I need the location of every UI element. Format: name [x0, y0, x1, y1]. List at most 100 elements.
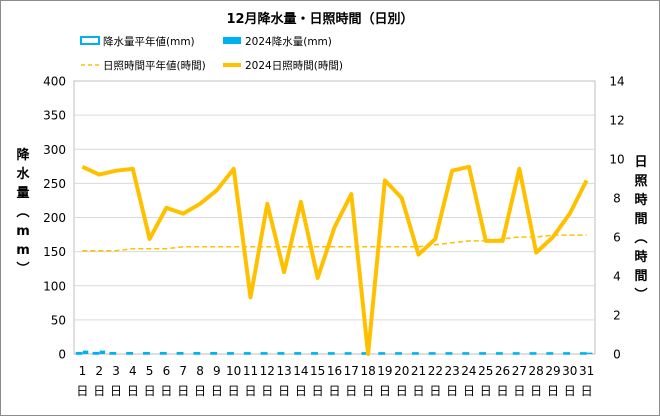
sunshine-2024-line — [81, 164, 589, 356]
x-tick-label: 31 — [579, 364, 594, 378]
x-tick-label: 10 — [226, 364, 241, 378]
precip-normal-bar — [344, 352, 352, 355]
x-tick-suffix: 日 — [144, 384, 156, 398]
x-tick-suffix: 日 — [228, 384, 240, 398]
precip-normal-bar — [529, 352, 537, 355]
x-tick-label: 29 — [545, 364, 560, 378]
precip-normal-bar — [277, 352, 285, 355]
x-tick-suffix: 日 — [379, 384, 391, 398]
right-axis-ticks: 0 2 4 6 8 10 12 14 — [609, 75, 624, 362]
x-tick-suffix: 日 — [177, 384, 189, 398]
precip-normal-bar — [546, 352, 554, 355]
precip-normal-bar — [159, 352, 167, 355]
x-tick-suffix: 日 — [93, 384, 105, 398]
precip-2024-bar — [99, 350, 106, 354]
axis-label-glyph: 時 — [634, 192, 647, 208]
sunshine-normal-line — [82, 234, 587, 252]
precip-normal-bar — [428, 352, 436, 355]
chart-title: 12月降水量・日照時間（日別） — [226, 11, 413, 27]
x-tick-suffix: 日 — [110, 384, 122, 398]
precip-normal-bar — [109, 352, 117, 355]
x-tick-label: 30 — [562, 364, 577, 378]
x-tick-suffix: 日 — [446, 384, 458, 398]
x-tick-label: 13 — [276, 364, 291, 378]
right-tick-label: 14 — [609, 75, 624, 89]
precip-2024-bar — [587, 352, 593, 354]
left-tick-label: 150 — [43, 245, 66, 259]
sunshine-lines — [81, 164, 589, 356]
precip-normal-bar — [210, 352, 218, 355]
x-tick-suffix: 日 — [278, 384, 290, 398]
legend: 降水量平年値(mm) 2024降水量(mm) 日照時間平年値(時間) 2024日… — [80, 35, 343, 72]
x-tick-label: 20 — [394, 364, 409, 378]
x-tick-label: 1 — [79, 364, 87, 378]
left-axis-label: 降水量 ︵ mm ︶ — [15, 147, 30, 277]
x-tick-label: 4 — [129, 364, 137, 378]
legend-label-2024-precip: 2024降水量(mm) — [245, 35, 332, 48]
x-tick-suffix: 日 — [396, 384, 408, 398]
x-tick-suffix: 日 — [530, 384, 542, 398]
left-tick-label: 350 — [43, 109, 66, 123]
x-tick-label: 16 — [327, 364, 342, 378]
precip-normal-bar — [92, 351, 100, 355]
precip-normal-bar — [294, 352, 302, 355]
precip-normal-bar — [479, 352, 487, 355]
x-tick-label: 9 — [213, 364, 221, 378]
x-tick-label: 3 — [112, 364, 120, 378]
x-tick-label: 7 — [179, 364, 187, 378]
precip-normal-bar — [395, 352, 402, 355]
x-tick-suffix: 日 — [581, 384, 593, 398]
precip-normal-bar — [579, 352, 587, 355]
axis-label-glyph: ︵ — [15, 205, 29, 220]
precip-normal-bar — [462, 352, 470, 355]
x-tick-suffix: 日 — [413, 384, 425, 398]
precip-normal-bar — [143, 352, 150, 355]
axis-label-glyph: 間 — [634, 212, 647, 227]
right-tick-label: 8 — [613, 192, 621, 206]
x-tick-suffix: 日 — [463, 384, 475, 398]
precip-normal-bar — [445, 352, 453, 355]
x-tick-label: 15 — [310, 364, 325, 378]
precip-normal-bar — [176, 352, 184, 355]
axis-label-glyph: ︵ — [633, 231, 647, 246]
legend-swatch-2024-precip — [223, 37, 241, 44]
x-tick-label: 11 — [243, 364, 258, 378]
x-tick-suffix: 日 — [160, 384, 172, 398]
x-tick-label: 27 — [512, 364, 527, 378]
legend-label-normal-precip: 降水量平年値(mm) — [103, 35, 195, 48]
x-tick-suffix: 日 — [76, 384, 88, 398]
x-tick-suffix: 日 — [261, 384, 273, 398]
axis-label-glyph: ︶ — [15, 261, 29, 277]
x-tick-label: 17 — [344, 364, 359, 378]
x-tick-suffix: 日 — [127, 384, 139, 398]
legend-swatch-normal-precip — [80, 36, 100, 45]
x-tick-label: 19 — [377, 364, 392, 378]
left-axis-ticks: 0 50 100 150 200 250 300 350 400 — [43, 75, 66, 362]
precip-normal-bar — [378, 352, 386, 355]
x-tick-label: 2 — [95, 364, 103, 378]
right-tick-label: 4 — [613, 270, 621, 284]
x-tick-suffix: 日 — [429, 384, 441, 398]
x-tick-label: 6 — [163, 364, 171, 378]
axis-label-glyph: 水 — [16, 166, 30, 182]
right-tick-label: 12 — [609, 114, 624, 128]
left-tick-label: 400 — [43, 75, 66, 89]
x-tick-label: 28 — [529, 364, 544, 378]
precip-normal-bar — [243, 352, 251, 355]
right-tick-label: 0 — [613, 348, 621, 362]
precip-normal-bar — [411, 352, 419, 355]
precip-bars — [75, 350, 593, 355]
x-tick-label: 14 — [293, 364, 308, 378]
x-tick-label: 12 — [260, 364, 275, 378]
x-tick-suffix: 日 — [497, 384, 509, 398]
x-tick-label: 5 — [146, 364, 154, 378]
x-tick-label: 24 — [461, 364, 476, 378]
precip-normal-bar — [260, 352, 268, 355]
right-axis-label: 日照時間︵時間︶ — [633, 155, 647, 303]
axis-label-glyph: m — [16, 224, 30, 239]
x-tick-suffix: 日 — [211, 384, 223, 398]
right-tick-label: 2 — [613, 309, 621, 323]
x-tick-suffix: 日 — [295, 384, 307, 398]
x-tick-label: 23 — [445, 364, 460, 378]
axis-label-glyph: ︶ — [633, 287, 647, 303]
